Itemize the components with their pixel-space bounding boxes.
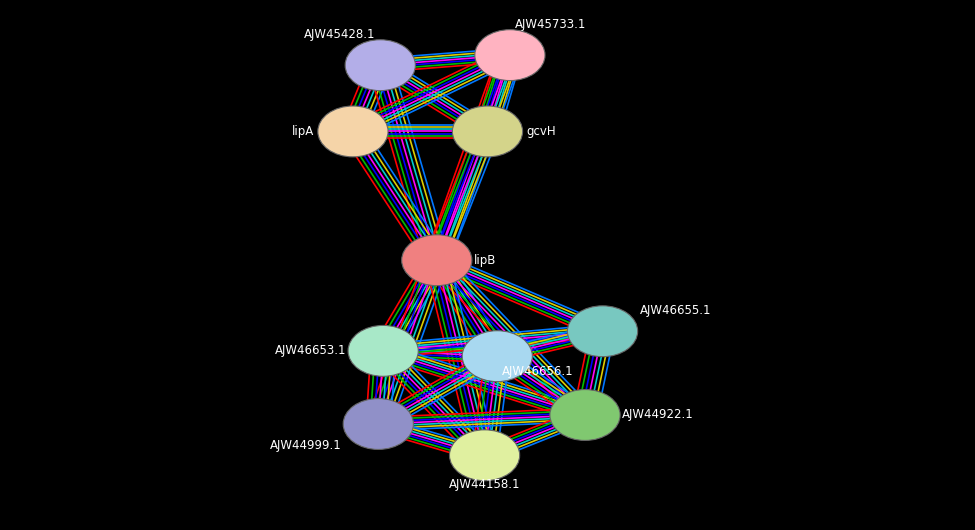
Text: AJW46655.1: AJW46655.1 — [640, 304, 711, 316]
Ellipse shape — [345, 40, 415, 91]
Text: lipB: lipB — [474, 254, 496, 267]
Ellipse shape — [475, 30, 545, 81]
Ellipse shape — [402, 235, 472, 286]
Text: AJW44158.1: AJW44158.1 — [448, 478, 521, 491]
Ellipse shape — [550, 390, 620, 440]
Text: AJW44999.1: AJW44999.1 — [269, 439, 341, 452]
Text: AJW45733.1: AJW45733.1 — [515, 18, 586, 31]
Ellipse shape — [343, 399, 413, 449]
Ellipse shape — [462, 331, 532, 382]
Text: AJW44922.1: AJW44922.1 — [622, 409, 694, 421]
Text: lipA: lipA — [292, 125, 314, 138]
Text: AJW45428.1: AJW45428.1 — [304, 28, 375, 41]
Ellipse shape — [567, 306, 638, 357]
Ellipse shape — [318, 106, 388, 157]
Ellipse shape — [452, 106, 523, 157]
Text: gcvH: gcvH — [526, 125, 556, 138]
Text: AJW46653.1: AJW46653.1 — [275, 344, 346, 357]
Ellipse shape — [449, 430, 520, 481]
Text: AJW46656.1: AJW46656.1 — [502, 365, 573, 378]
Ellipse shape — [348, 325, 418, 376]
